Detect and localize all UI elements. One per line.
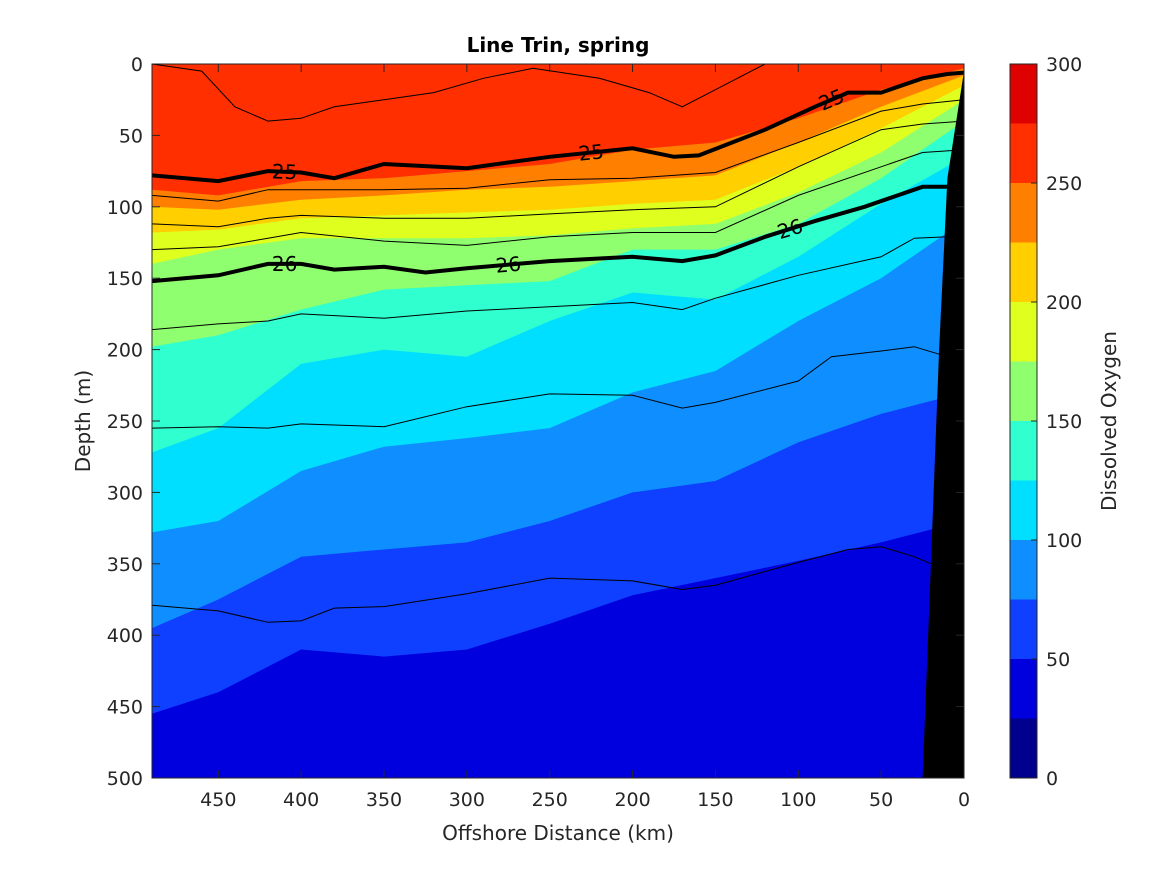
colorbar-swatch <box>1010 480 1037 540</box>
colorbar-swatch <box>1010 659 1037 719</box>
colorbar-swatches <box>1010 64 1037 778</box>
colorbar-swatch <box>1010 361 1037 421</box>
x-tick-label: 350 <box>366 789 402 811</box>
density-contour-7 <box>152 346 948 429</box>
x-tick-label: 100 <box>780 789 816 811</box>
bottom-topography <box>922 71 964 778</box>
x-tick-label: 0 <box>958 789 970 811</box>
density-contour-label: 25 <box>577 139 605 165</box>
y-tick-label: 50 <box>119 125 143 147</box>
colorbar-swatch <box>1010 183 1037 243</box>
y-tick-label: 350 <box>107 554 143 576</box>
colorbar-swatch <box>1010 599 1037 659</box>
x-tick-label: 200 <box>614 789 650 811</box>
colorbar-tick-label: 50 <box>1046 649 1070 671</box>
colorbar-label: Dissolved Oxygen <box>1097 331 1121 511</box>
density-contour-4 <box>152 149 964 251</box>
density-contour-26 <box>152 184 948 284</box>
y-tick-label: 0 <box>131 54 143 76</box>
colorbar-swatch <box>1010 302 1037 362</box>
density-contour-3 <box>152 120 964 228</box>
y-tick-label: 300 <box>107 482 143 504</box>
density-contour-6 <box>152 236 948 331</box>
x-tick-label: 400 <box>283 789 319 811</box>
colorbar-swatch <box>1010 64 1037 124</box>
colorbar-tick-label: 150 <box>1046 411 1082 433</box>
colorbar-swatch <box>1010 123 1037 183</box>
density-contour-lines <box>152 64 964 623</box>
density-contour-2 <box>152 99 964 202</box>
x-tick-label: 150 <box>697 789 733 811</box>
y-tick-label: 250 <box>107 411 143 433</box>
y-tick-label: 200 <box>107 340 143 362</box>
density-contour-8 <box>152 546 932 623</box>
topography-shape <box>922 71 964 778</box>
colorbar-tick-label: 100 <box>1046 530 1082 552</box>
density-contour-label: 26 <box>272 252 297 276</box>
oxygen-band-250 <box>152 64 964 196</box>
density-contour-0 <box>152 64 766 122</box>
colorbar-swatch <box>1010 540 1037 600</box>
x-axis: 450 400 350 300 250 200 150 100 50 0 <box>200 64 970 811</box>
x-tick-label: 300 <box>449 789 485 811</box>
colorbar-tick-label: 200 <box>1046 292 1082 314</box>
colorbar-swatch <box>1010 421 1037 481</box>
y-tick-label: 400 <box>107 625 143 647</box>
density-contour-label: 26 <box>495 252 522 278</box>
colorbar-tick-label: 250 <box>1046 173 1082 195</box>
x-tick-label: 250 <box>532 789 568 811</box>
y-axis-label: Depth (m) <box>71 370 95 472</box>
y-tick-label: 150 <box>107 268 143 290</box>
colorbar-swatch <box>1010 242 1037 302</box>
y-tick-label: 100 <box>107 197 143 219</box>
colorbar: 0 50 100 150 200 250 300 <box>1009 54 1082 790</box>
x-tick-label: 450 <box>200 789 236 811</box>
density-contour-25 <box>152 70 964 184</box>
density-contour-label: 25 <box>271 159 297 184</box>
y-tick-label: 500 <box>107 768 143 790</box>
colorbar-ticks: 0 50 100 150 200 250 300 <box>1031 54 1082 790</box>
x-tick-label: 50 <box>869 789 893 811</box>
colorbar-tick-label: 0 <box>1046 768 1058 790</box>
chart-title: Line Trin, spring <box>467 33 650 57</box>
colorbar-swatch <box>1010 718 1037 778</box>
y-tick-label: 450 <box>107 697 143 719</box>
colorbar-tick-label: 300 <box>1046 54 1082 76</box>
y-axis: 0 50 100 150 200 250 300 350 400 450 500 <box>107 54 964 790</box>
x-axis-label: Offshore Distance (km) <box>442 821 674 845</box>
